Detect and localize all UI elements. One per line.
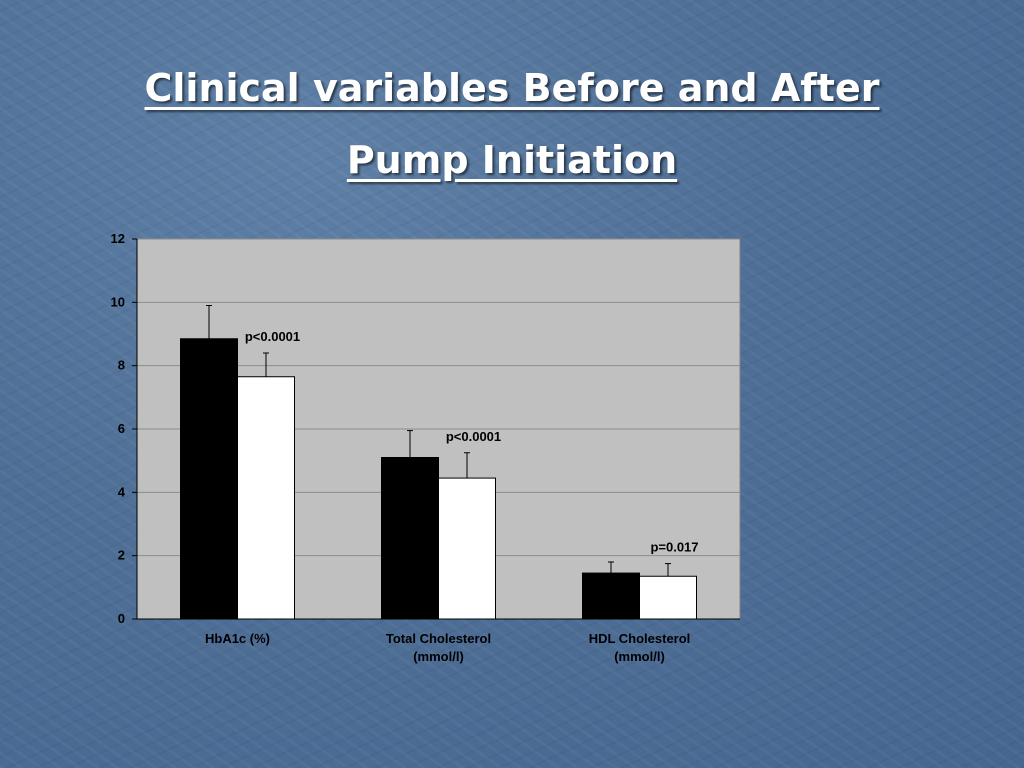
slide-title: Clinical variables Before and After Pump… bbox=[0, 52, 1024, 196]
y-tick-label: 4 bbox=[118, 484, 126, 499]
y-tick-label: 8 bbox=[118, 358, 125, 373]
p-value-annotations: p<0.0001 p<0.0001 p=0.017 bbox=[245, 329, 699, 555]
bars bbox=[180, 338, 697, 620]
category-label-line: HDL Cholesterol bbox=[589, 631, 691, 646]
bar bbox=[582, 572, 640, 620]
category-label-line: (mmol/l) bbox=[413, 649, 464, 664]
category-label: Total Cholesterol (mmol/l) bbox=[386, 631, 491, 664]
category-labels: HbA1c (%) Total Cholesterol (mmol/l)HDL Ch… bbox=[205, 631, 690, 664]
category-label-line: (mmol/l) bbox=[614, 649, 665, 664]
slide-title-line-1: Clinical variables Before and After bbox=[144, 66, 880, 110]
error-bars bbox=[206, 305, 671, 577]
y-tick-label: 12 bbox=[111, 231, 125, 246]
p-value-annotation: p<0.0001 bbox=[245, 329, 300, 344]
bar bbox=[180, 338, 238, 620]
category-label: HbA1c (%) bbox=[205, 631, 270, 646]
y-tick-labels: 0 2 4 6 8 10 12 bbox=[111, 231, 137, 626]
y-tick-label: 2 bbox=[118, 548, 125, 563]
p-value-annotation: p<0.0001 bbox=[446, 429, 501, 444]
category-label-line: HbA1c (%) bbox=[205, 631, 270, 646]
category-label-line: Total Cholesterol bbox=[386, 631, 491, 646]
y-tick-label: 6 bbox=[118, 421, 125, 436]
bar bbox=[237, 376, 295, 620]
y-tick-label: 0 bbox=[118, 611, 125, 626]
slide-title-line-2: Pump Initiation bbox=[346, 138, 678, 182]
bar bbox=[381, 457, 439, 620]
p-value-annotation: p=0.017 bbox=[650, 540, 698, 555]
y-tick-label: 10 bbox=[111, 294, 125, 309]
bar bbox=[438, 477, 496, 620]
category-label: HDL Cholesterol (mmol/l) bbox=[589, 631, 691, 664]
bar bbox=[639, 575, 697, 620]
